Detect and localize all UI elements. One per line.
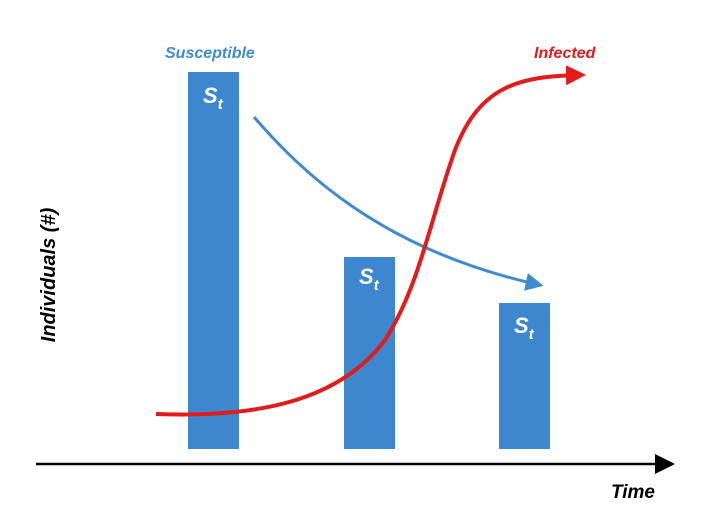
bar-label-2: St <box>359 264 380 294</box>
bar-susceptible-t3 <box>499 303 550 449</box>
susceptible-label: Susceptible <box>165 45 255 62</box>
bar-susceptible-t2 <box>344 257 395 449</box>
bar-susceptible-t1 <box>188 72 239 449</box>
infected-growth-arrow <box>155 65 586 417</box>
susceptible-decline-arrow <box>252 116 544 291</box>
infected-label: Infected <box>534 45 597 62</box>
bar-label-3: St <box>514 313 535 343</box>
y-axis-label: Individuals (#) <box>38 207 60 342</box>
x-axis-label: Time <box>611 482 655 503</box>
bar-label-1: St <box>203 83 224 113</box>
